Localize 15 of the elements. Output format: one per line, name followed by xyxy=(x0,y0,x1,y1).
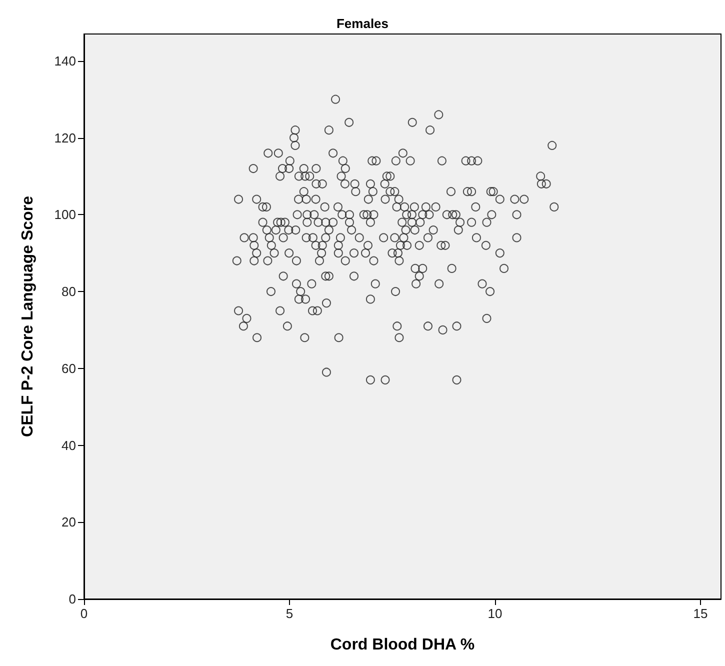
y-axis-title: CELF P-2 Core Language Score xyxy=(20,196,36,437)
y-tick-label: 100 xyxy=(54,207,76,222)
y-tick-label: 60 xyxy=(62,360,76,376)
y-tick-label: 0 xyxy=(68,592,76,606)
y-tick-label: 40 xyxy=(62,438,76,453)
chart-title: Females xyxy=(336,16,389,31)
y-tick-label: 20 xyxy=(62,514,76,530)
x-axis-title: Cord Blood DHA % xyxy=(330,636,475,654)
x-tick-label: 0 xyxy=(80,606,88,621)
y-tick-label: 140 xyxy=(54,53,76,68)
y-tick-label: 80 xyxy=(62,284,76,300)
x-tick-label: 15 xyxy=(693,606,708,621)
x-tick-label: 5 xyxy=(286,606,294,621)
x-tick-label: 10 xyxy=(488,606,502,621)
y-tick-label: 120 xyxy=(54,130,76,146)
